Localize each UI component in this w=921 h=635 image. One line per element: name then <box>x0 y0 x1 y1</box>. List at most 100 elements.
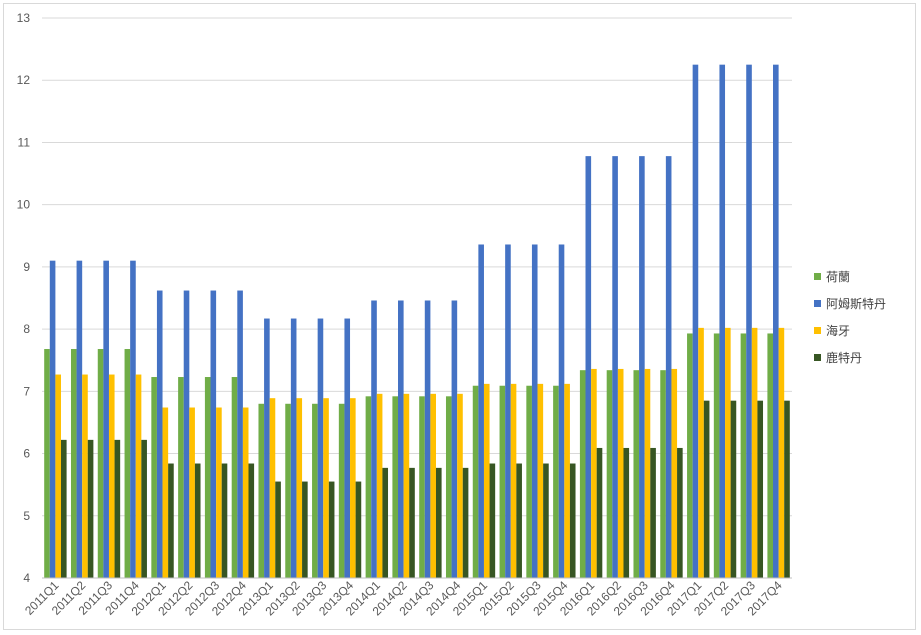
bar <box>194 463 201 578</box>
bar <box>237 290 243 578</box>
bar <box>472 385 479 578</box>
bar <box>773 64 779 578</box>
bar <box>376 393 383 578</box>
bar <box>216 407 222 578</box>
bar <box>178 377 184 578</box>
bar <box>719 64 726 578</box>
bar <box>430 393 436 578</box>
bar <box>403 393 410 578</box>
bar <box>435 467 442 578</box>
bar <box>730 400 737 578</box>
bar <box>365 396 372 578</box>
bar <box>445 396 452 578</box>
bar <box>135 374 142 578</box>
bar <box>596 447 603 578</box>
bar <box>746 64 752 578</box>
bar <box>510 383 517 578</box>
bar <box>108 374 115 578</box>
bar <box>323 398 329 578</box>
legend-label: 海牙 <box>826 323 850 338</box>
bar <box>156 290 163 578</box>
y-tick-label: 11 <box>18 135 31 149</box>
bar <box>350 398 356 578</box>
bar <box>103 260 109 578</box>
y-tick-label: 5 <box>23 509 30 523</box>
bar <box>457 393 463 578</box>
bar <box>489 463 496 578</box>
legend-swatch <box>814 300 821 307</box>
bar <box>543 463 549 578</box>
bar <box>591 368 597 578</box>
bar <box>713 333 720 578</box>
y-tick-label: 6 <box>23 447 30 461</box>
bar <box>317 318 324 578</box>
bar <box>784 400 790 578</box>
bar <box>285 403 291 578</box>
bar <box>290 318 297 578</box>
bar <box>231 377 238 578</box>
bar <box>564 383 570 578</box>
bar <box>778 327 785 578</box>
bar <box>757 400 764 578</box>
y-tick-label: 12 <box>17 73 31 87</box>
legend-swatch <box>814 327 821 334</box>
bar <box>633 370 640 578</box>
bar <box>639 156 645 578</box>
bar <box>312 403 318 578</box>
bar <box>87 439 94 578</box>
bar <box>130 260 136 578</box>
bar <box>355 481 362 578</box>
bar <box>569 463 576 578</box>
bar <box>424 300 431 578</box>
bar <box>221 463 228 578</box>
bar <box>162 407 169 578</box>
bar <box>44 349 50 578</box>
bar <box>617 368 624 578</box>
bar <box>526 385 532 578</box>
legend-label: 鹿特丹 <box>826 350 862 365</box>
bar <box>82 374 88 578</box>
bar <box>49 260 56 578</box>
bar <box>70 349 77 578</box>
bar <box>398 300 404 578</box>
bar <box>703 400 710 578</box>
bar <box>650 447 656 578</box>
bar <box>553 385 559 578</box>
bar <box>585 156 592 578</box>
bar <box>60 439 67 578</box>
bar <box>248 463 255 578</box>
y-tick-label: 13 <box>17 11 31 25</box>
bar <box>579 370 586 578</box>
bar <box>124 349 131 578</box>
bar <box>612 156 618 578</box>
bar <box>55 374 61 578</box>
bar <box>451 300 458 578</box>
bar <box>692 64 699 578</box>
bar <box>338 403 345 578</box>
bar <box>483 383 490 578</box>
bar <box>204 377 211 578</box>
bar <box>505 244 511 578</box>
bar <box>671 368 678 578</box>
bar <box>114 439 121 578</box>
bar <box>409 467 415 578</box>
y-tick-label: 7 <box>23 384 30 398</box>
bar <box>462 467 469 578</box>
bar <box>531 244 538 578</box>
bar <box>687 333 693 578</box>
bar <box>644 368 651 578</box>
bar <box>478 244 484 578</box>
bar <box>210 290 217 578</box>
bar <box>677 447 683 578</box>
bar <box>382 467 389 578</box>
bar <box>189 407 195 578</box>
bar <box>371 300 377 578</box>
bar <box>151 377 157 578</box>
bar <box>76 260 83 578</box>
bar <box>623 447 630 578</box>
y-tick-label: 8 <box>23 322 30 336</box>
y-tick-label: 10 <box>17 198 31 212</box>
bar <box>767 333 774 578</box>
bar <box>258 403 265 578</box>
